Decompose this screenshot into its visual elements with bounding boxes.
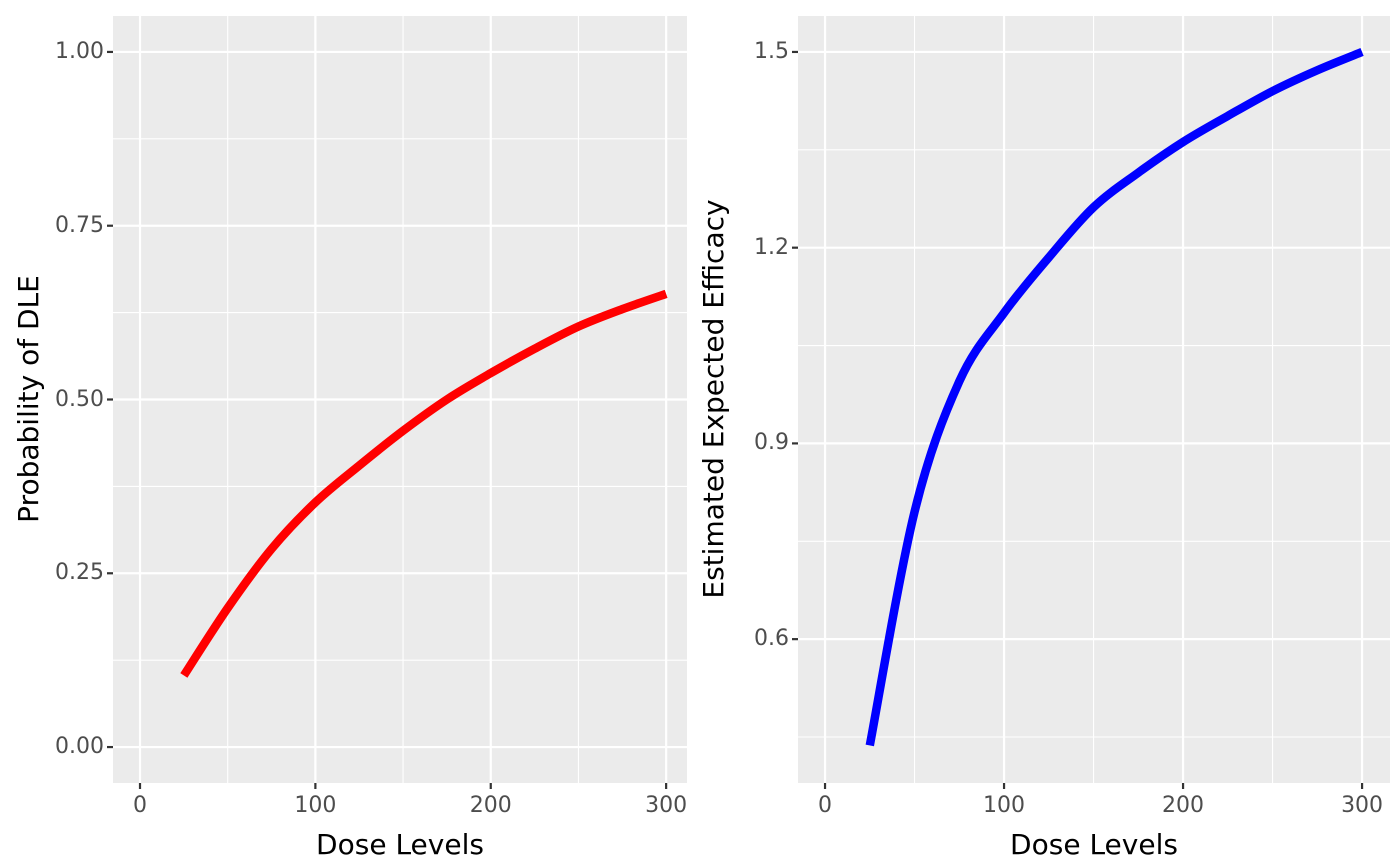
x-tick-label: 100	[983, 793, 1026, 818]
x-tick-label: 200	[1162, 793, 1205, 818]
x-tick-label: 300	[645, 793, 688, 818]
y-axis-title: Estimated Expected Efficacy	[697, 199, 730, 599]
y-tick-label: 0.9	[754, 430, 789, 456]
x-tick-label: 200	[469, 793, 512, 818]
curve-estimated-expected-efficacy	[865, 48, 1364, 747]
y-tick-label: 0.6	[754, 626, 789, 652]
y-tick-label: 0.50	[55, 386, 104, 412]
y-tick-label: 0.00	[55, 734, 104, 760]
chart-panel	[792, 16, 1390, 789]
y-axis-title: Probability of DLE	[12, 275, 45, 523]
y-tick-label: 0.75	[55, 212, 104, 238]
x-tick-label: 300	[1341, 793, 1384, 818]
x-axis-title: Dose Levels	[316, 828, 484, 861]
y-tick-label: 1.00	[55, 38, 104, 64]
chart-panel	[107, 16, 687, 789]
x-tick-label: 0	[818, 793, 833, 818]
y-tick-label: 1.2	[754, 234, 789, 260]
curve-probability-of-dle	[180, 289, 668, 678]
x-tick-label: 100	[294, 793, 337, 818]
x-tick-label: 0	[133, 793, 147, 818]
y-tick-label: 1.5	[754, 38, 789, 64]
y-tick-label: 0.25	[55, 560, 104, 586]
x-axis-title: Dose Levels	[1010, 828, 1178, 861]
